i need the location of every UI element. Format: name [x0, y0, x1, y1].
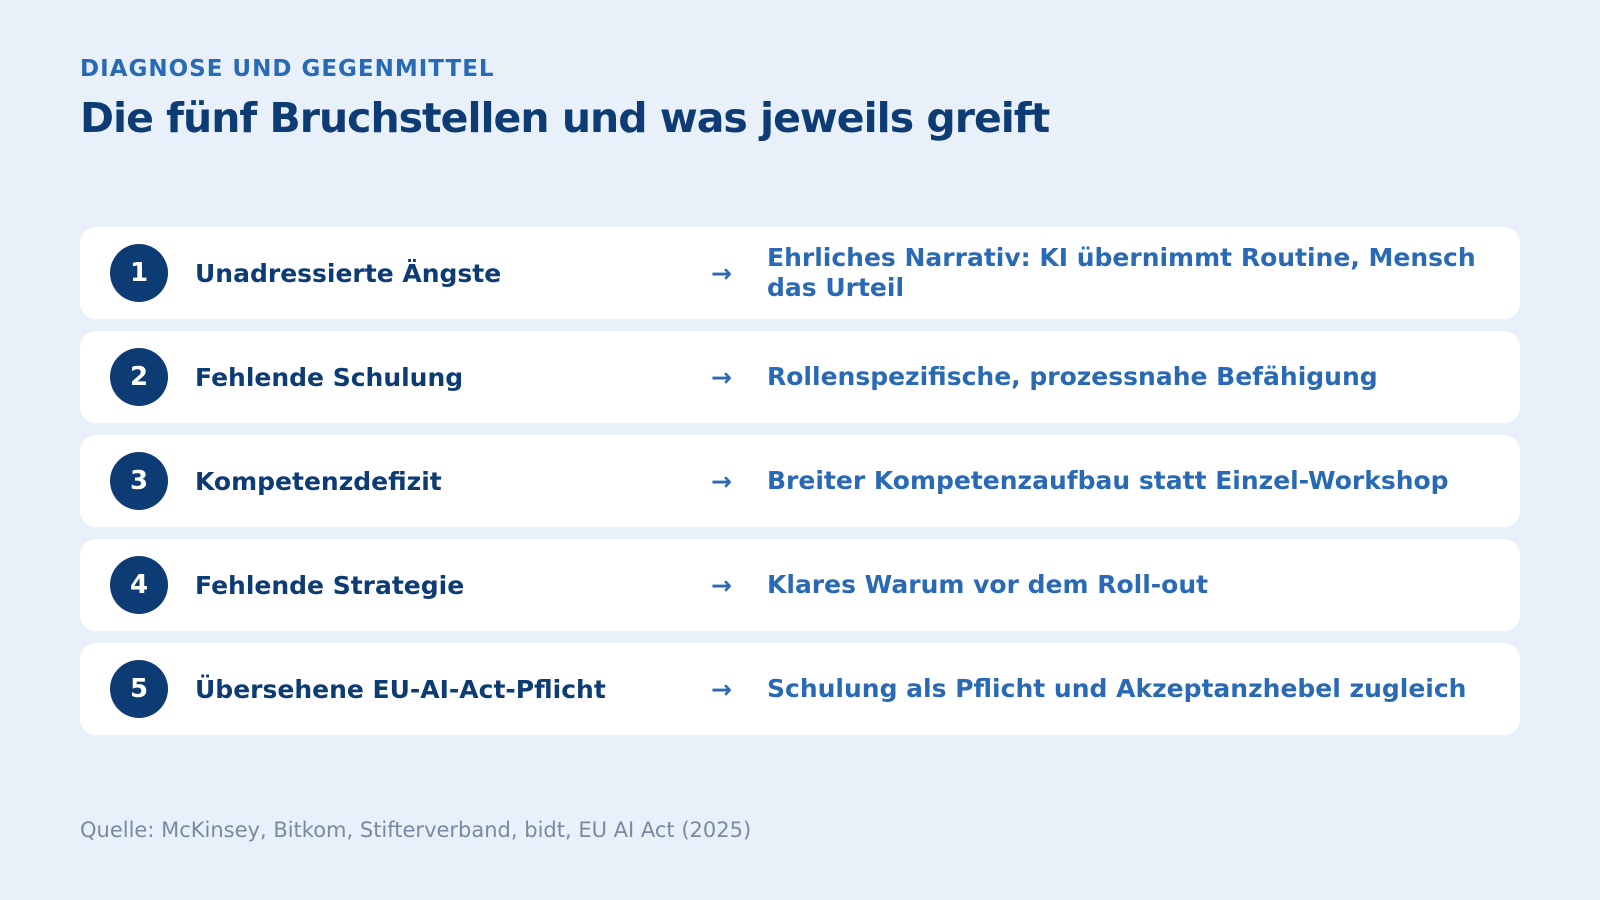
arrow: → — [711, 674, 732, 704]
problem: Fehlende Schulung — [195, 362, 464, 392]
remedy: Klares Warum vor dem Roll-out — [767, 570, 1209, 599]
problem: Kompetenzdefizit — [195, 466, 442, 496]
row-number: 5 — [110, 660, 168, 718]
rows: 1 Unadressierte Ängste → Ehrliches Narrativ… — [80, 227, 1520, 747]
row-number: 4 — [110, 556, 168, 614]
remedy: Ehrliches Narrativ: KI übernimmt Routine… — [767, 243, 1476, 302]
arrow: → — [711, 466, 732, 496]
row-card: 4 Fehlende Strategie → Klares Warum vor dem… — [80, 539, 1520, 631]
row-number: 2 — [110, 348, 168, 406]
row-card: 1 Unadressierte Ängste → Ehrliches Narrativ… — [80, 227, 1520, 319]
remedy: Schulung als Pflicht und Akzeptanzhebel … — [767, 674, 1467, 703]
row-card: 3 Kompetenzdefizit → Breiter Kompetenzaufba… — [80, 435, 1520, 527]
row-card: 2 Fehlende Schulung → Rollenspezifische, pr… — [80, 331, 1520, 423]
row-card: 5 Übersehene EU-AI-Act-Pflicht → Schulung a… — [80, 643, 1520, 735]
title: Die fünf Bruchstellen und was jeweils gr… — [80, 94, 1050, 142]
eyebrow: DIAGNOSE UND GEGENMITTEL — [80, 56, 495, 82]
source: Quelle: McKinsey, Bitkom, Stifterverband… — [80, 818, 752, 842]
problem: Fehlende Strategie — [195, 570, 465, 600]
problem: Übersehene EU-AI-Act-Pflicht — [195, 674, 606, 704]
row-number: 1 — [110, 244, 168, 302]
arrow: → — [711, 570, 732, 600]
arrow: → — [711, 258, 732, 288]
row-number: 3 — [110, 452, 168, 510]
remedy: Breiter Kompetenzaufbau statt Einzel-Wor… — [767, 466, 1449, 495]
remedy: Rollenspezifische, prozessnahe Befähigun… — [767, 362, 1378, 391]
arrow: → — [711, 362, 732, 392]
problem: Unadressierte Ängste — [195, 258, 502, 288]
